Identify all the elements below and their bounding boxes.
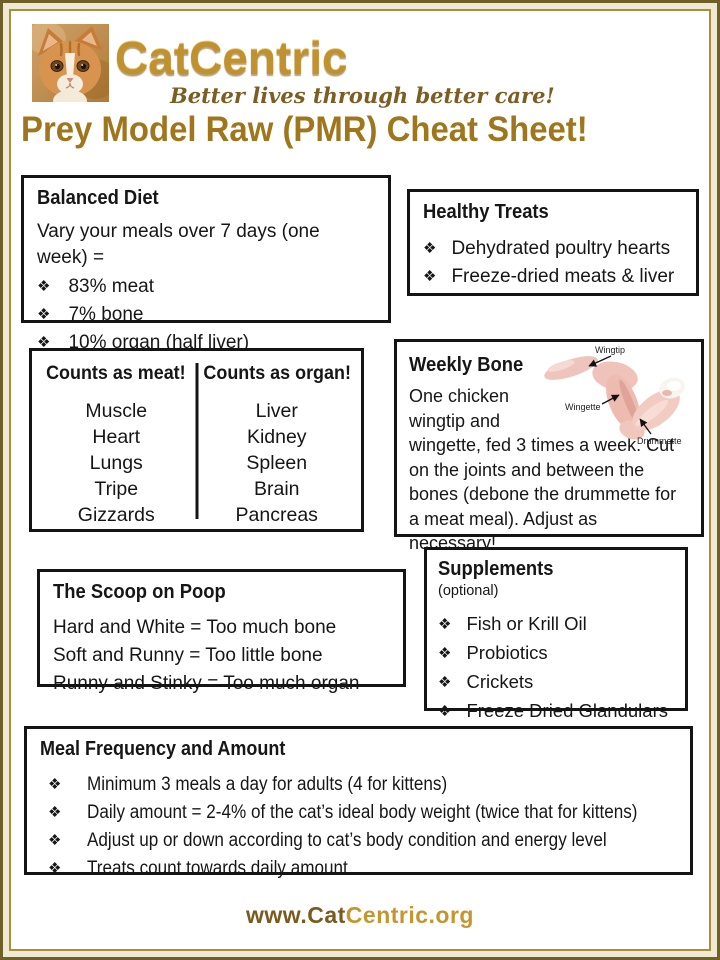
bullet-icon: ❖: [37, 334, 51, 351]
meal-frequency-title: Meal Frequency and Amount: [40, 738, 286, 760]
list-item: ❖ Fish or Krill Oil: [438, 610, 674, 639]
list-item: Pancreas: [235, 504, 318, 527]
column-divider: [195, 363, 198, 519]
cat-photo: [26, 22, 117, 112]
list-item: ❖ Adjust up or down according to cat’s bo…: [40, 827, 677, 855]
bullet-icon: ❖: [423, 240, 437, 257]
list-item: ❖ Crickets: [438, 668, 674, 697]
bullet-icon: ❖: [423, 268, 437, 285]
scoop-title: The Scoop on Poop: [53, 581, 226, 603]
weekly-bone-title: Weekly Bone: [409, 354, 524, 376]
list-item: Kidney: [246, 426, 307, 449]
bullet-icon: ❖: [438, 616, 452, 634]
list-item: Gizzards: [77, 504, 155, 527]
scoop-line: Soft and Runny = Too little bone: [53, 645, 323, 666]
scoop-line: Runny and Stinky = Too much organ: [53, 673, 360, 694]
balanced-diet-list: ❖ 83% meat ❖ 7% bone ❖ 10% organ (half live…: [37, 273, 375, 357]
counts-box: Counts as meat! Muscle Heart Lungs Tripe…: [29, 348, 364, 532]
list-item: ❖ Freeze Dried Glandulars: [438, 697, 674, 726]
counts-meat-column: Counts as meat! Muscle Heart Lungs Tripe…: [36, 357, 197, 526]
brand-tagline: Better lives through better care!: [170, 83, 555, 108]
cat-photo-image: [26, 22, 117, 112]
bullet-icon: ❖: [37, 306, 51, 323]
scoop-on-poop-box: The Scoop on Poop Hard and White = Too m…: [37, 569, 406, 694]
url-suffix: Centric.org: [345, 902, 474, 928]
list-item: ❖ Probiotics: [438, 639, 674, 668]
drummette-label: Drummette: [637, 436, 682, 446]
bullet-icon: ❖: [438, 645, 452, 663]
page-frame: CatCentric Better lives through better c…: [9, 9, 711, 951]
list-item: Heart: [92, 426, 141, 449]
healthy-treats-title: Healthy Treats: [423, 201, 549, 223]
bullet-icon: ❖: [48, 776, 62, 793]
bullet-icon: ❖: [438, 674, 452, 692]
counts-organ-column: Counts as organ! Liver Kidney Spleen Bra…: [197, 357, 358, 526]
list-item: ❖ Minimum 3 meals a day for adults (4 for…: [40, 771, 677, 799]
list-item: ❖ Freeze-dried meats & liver: [423, 263, 683, 291]
list-item: ❖ Dehydrated poultry hearts: [423, 235, 683, 263]
supplements-list: ❖ Fish or Krill Oil ❖ Probiotics ❖ Crickets…: [438, 610, 674, 726]
bullet-icon: ❖: [438, 703, 452, 721]
counts-meat-title: Counts as meat!: [46, 362, 187, 384]
bullet-icon: ❖: [37, 278, 51, 295]
counts-organ-list: Liver Kidney Spleen Brain Pancreas: [197, 398, 358, 528]
healthy-treats-list: ❖ Dehydrated poultry hearts ❖ Freeze-dried…: [423, 235, 683, 291]
bullet-icon: ❖: [48, 832, 62, 849]
list-item: Muscle: [85, 400, 148, 423]
list-item: Lungs: [89, 452, 143, 475]
chicken-wing-diagram: Wingtip Wingette Drummette: [544, 345, 685, 446]
meal-frequency-list: ❖ Minimum 3 meals a day for adults (4 for…: [40, 771, 677, 883]
url-prefix: www.Cat: [246, 902, 346, 928]
list-item: Brain: [253, 478, 300, 501]
list-item: Spleen: [246, 452, 308, 475]
list-item: Tripe: [94, 478, 139, 501]
balanced-diet-intro: Vary your meals over 7 days (one week) =: [37, 221, 320, 268]
counts-organ-title: Counts as organ!: [202, 362, 351, 384]
balanced-diet-title: Balanced Diet: [37, 187, 159, 209]
bullet-icon: ❖: [48, 860, 62, 877]
supplements-title: Supplements: [438, 558, 554, 580]
weekly-bone-box: Weekly Bone One chicken wingtip and wing…: [394, 339, 704, 553]
page-title: Prey Model Raw (PMR) Cheat Sheet!: [21, 110, 588, 149]
list-item: ❖ Daily amount = 2-4% of the cat’s ideal …: [40, 799, 677, 827]
balanced-diet-box: Balanced Diet Vary your meals over 7 day…: [21, 175, 391, 353]
website-url: www.CatCentric.org: [11, 902, 709, 929]
list-item: ❖ 83% meat: [37, 273, 375, 301]
wingtip-label: Wingtip: [595, 345, 625, 355]
list-item: ❖ Treats count towards daily amount: [40, 855, 677, 883]
brand-logo-text: CatCentric: [115, 32, 348, 84]
supplements-subtitle: (optional): [438, 583, 499, 599]
list-item: Liver: [255, 400, 298, 423]
bullet-icon: ❖: [48, 804, 62, 821]
supplements-box: Supplements (optional) ❖ Fish or Krill Oi…: [424, 547, 688, 721]
scoop-line: Hard and White = Too much bone: [53, 617, 337, 638]
healthy-treats-box: Healthy Treats ❖ Dehydrated poultry heart…: [407, 189, 699, 296]
counts-meat-list: Muscle Heart Lungs Tripe Gizzards: [36, 398, 197, 528]
meal-frequency-box: Meal Frequency and Amount ❖ Minimum 3 mea…: [24, 726, 693, 879]
wingette-label: Wingette: [565, 402, 601, 412]
list-item: ❖ 7% bone: [37, 301, 375, 329]
list-item: ❖ 10% organ (half liver): [37, 329, 375, 357]
